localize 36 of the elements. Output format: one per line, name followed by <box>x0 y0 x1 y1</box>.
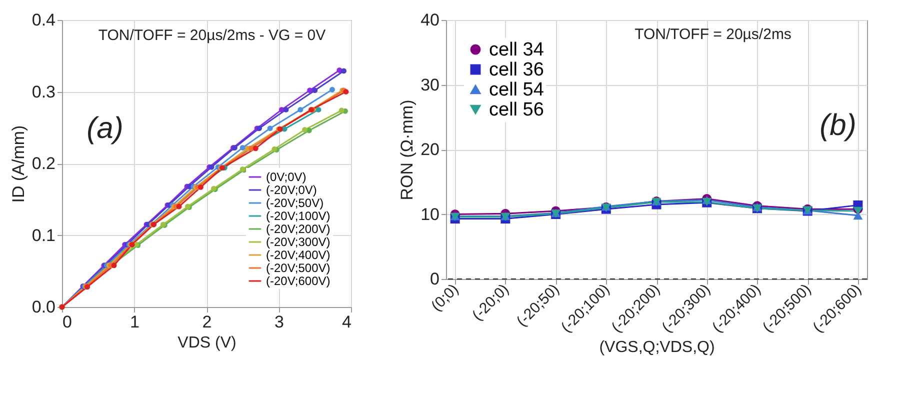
y-tick-label: 10 <box>420 204 440 224</box>
x-tick-label: 1 <box>130 312 140 332</box>
legend-label: (-20V;0V) <box>266 183 317 197</box>
x-tick-label: 2 <box>202 312 212 332</box>
x-axis-title: VDS (V) <box>178 334 236 352</box>
annotation: TON/TOFF = 20µs/2ms - VG = 0V <box>98 27 326 44</box>
y-tick-label: 0.1 <box>32 226 56 245</box>
y-tick-label: 0.4 <box>32 10 56 30</box>
y-axis-title: ID (A/mm) <box>8 125 28 203</box>
y-tick-label: 40 <box>420 10 440 30</box>
y-tick-label: 0.0 <box>32 298 56 316</box>
y-tick-label: 0.3 <box>32 82 56 102</box>
legend-label: (-20V;100V) <box>266 209 330 223</box>
legend-label: (-20V;50V) <box>266 196 324 210</box>
y-tick-label: 30 <box>420 75 440 94</box>
legend-label: cell 34 <box>489 40 544 60</box>
annotation: (a) <box>86 112 124 145</box>
legend-label: (-20V;400V) <box>266 248 330 262</box>
y-axis-title: RON (Ω·mm) <box>398 100 417 200</box>
x-axis-title: (VGS,Q;VDS,Q) <box>599 339 715 356</box>
x-tick-label: 3 <box>274 312 284 332</box>
legend-label: (0V;0V) <box>266 170 306 184</box>
annotation: (b) <box>820 109 856 142</box>
y-tick-label: 20 <box>420 140 440 159</box>
legend-label: cell 54 <box>489 80 544 100</box>
y-tick-label: 0.2 <box>32 154 56 173</box>
annotation: TON/TOFF = 20µs/2ms <box>634 26 792 43</box>
legend-label: (-20V;600V) <box>266 274 330 288</box>
x-tick-label: 4 <box>342 312 352 332</box>
legend-label: cell 56 <box>489 100 544 120</box>
legend-label: (-20V;200V) <box>266 222 330 236</box>
point <box>853 206 863 216</box>
legend-label: (-20V;300V) <box>266 235 330 249</box>
legend-label: cell 36 <box>489 60 544 80</box>
legend-label: (-20V;500V) <box>266 261 330 275</box>
x-tick-label: 0 <box>62 312 72 332</box>
